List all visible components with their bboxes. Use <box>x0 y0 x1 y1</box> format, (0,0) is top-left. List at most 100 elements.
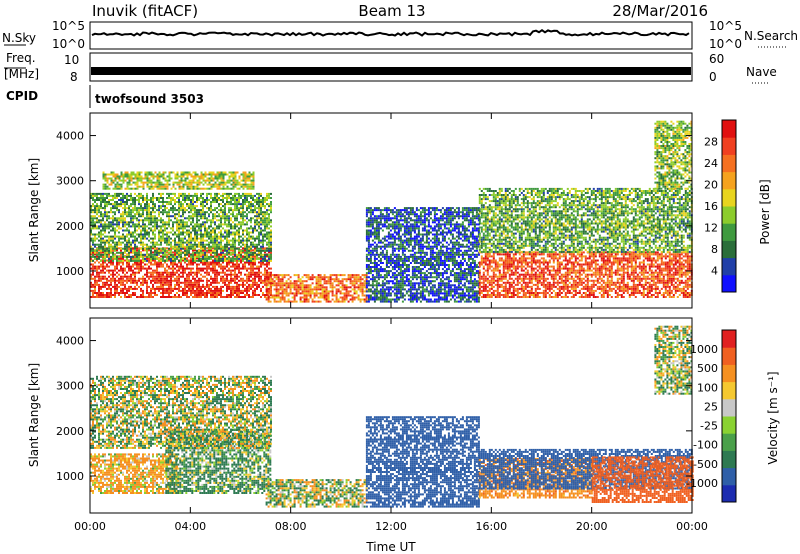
heatmap-cell <box>275 290 278 293</box>
heatmap-cell <box>170 227 172 230</box>
heatmap-cell <box>365 284 368 287</box>
heatmap-cell <box>194 259 196 262</box>
heatmap-cell <box>108 223 110 226</box>
heatmap-cell <box>208 265 210 268</box>
heatmap-cell <box>190 227 192 230</box>
heatmap-cell <box>331 288 334 291</box>
heatmap-cell <box>238 199 240 201</box>
heatmap-cell <box>174 267 176 270</box>
heatmap-cell <box>142 225 144 228</box>
heatmap-cell <box>246 213 248 216</box>
heatmap-cell <box>287 278 290 281</box>
heatmap-cell <box>214 221 216 224</box>
heatmap-cell <box>136 173 139 176</box>
heatmap-cell <box>248 194 250 197</box>
heatmap-cell <box>180 251 182 254</box>
heatmap-cell <box>208 227 210 230</box>
heatmap-cell <box>178 277 180 280</box>
heatmap-cell <box>267 290 270 293</box>
heatmap-cell <box>152 239 154 242</box>
heatmap-cell <box>331 274 334 277</box>
heatmap-cell <box>140 265 142 268</box>
heatmap-cell <box>194 249 196 252</box>
heatmap-cell <box>321 276 324 279</box>
heatmap-cell <box>132 201 134 203</box>
heatmap-cell <box>188 275 190 278</box>
heatmap-cell <box>170 296 172 298</box>
heatmap-cell <box>200 209 202 212</box>
heatmap-cell <box>120 237 122 240</box>
heatmap-cell <box>232 253 234 256</box>
heatmap-cell <box>313 292 316 295</box>
heatmap-cell <box>152 269 154 272</box>
heatmap-cell <box>262 237 264 240</box>
heatmap-cell <box>214 292 216 294</box>
heatmap-cell <box>150 207 152 210</box>
heatmap-cell <box>102 233 104 236</box>
heatmap-cell <box>248 279 250 282</box>
heatmap-cell <box>160 243 162 246</box>
heatmap-cell <box>335 296 338 299</box>
heatmap-cell <box>311 282 314 285</box>
heatmap-cell <box>226 285 228 288</box>
heatmap-cell <box>150 187 153 190</box>
heatmap-cell <box>126 211 128 214</box>
heatmap-cell <box>142 275 144 278</box>
heatmap-cell <box>118 281 120 284</box>
heatmap-cell <box>307 290 310 293</box>
heatmap-cell <box>162 239 164 242</box>
heatmap-cell <box>182 209 184 212</box>
heatmap-cell <box>108 194 110 197</box>
heatmap-cell <box>90 194 92 197</box>
heatmap-cell <box>130 197 132 199</box>
heatmap-cell <box>202 187 205 190</box>
heatmap-cell <box>188 199 190 201</box>
heatmap-cell <box>92 294 94 296</box>
heatmap-cell <box>220 175 223 178</box>
heatmap-cell <box>260 213 262 216</box>
heatmap-cell <box>371 284 374 287</box>
heatmap-cell <box>216 225 218 228</box>
heatmap-cell <box>200 175 203 178</box>
heatmap-cell <box>256 257 258 260</box>
heatmap-cell <box>262 217 264 220</box>
heatmap-cell <box>373 215 376 218</box>
heatmap-cell <box>190 273 192 276</box>
heatmap-cell <box>361 286 364 289</box>
heatmap-cell <box>224 283 226 286</box>
heatmap-cell <box>343 298 346 301</box>
heatmap-cell <box>144 249 146 252</box>
heatmap-cell <box>168 201 170 203</box>
heatmap-cell <box>124 267 126 270</box>
heatmap-cell <box>100 233 102 236</box>
heatmap-cell <box>178 281 180 284</box>
heatmap-cell <box>152 285 154 288</box>
heatmap-cell <box>365 237 368 240</box>
heatmap-cell <box>260 205 262 208</box>
heatmap-cell <box>124 279 126 282</box>
heatmap-cell <box>104 229 106 232</box>
heatmap-cell <box>220 217 222 220</box>
heatmap-cell <box>238 229 240 232</box>
heatmap-cell <box>373 235 376 238</box>
heatmap-cell <box>146 292 148 294</box>
heatmap-cell <box>188 281 190 284</box>
heatmap-cell <box>202 173 205 176</box>
heatmap-cell <box>246 273 248 276</box>
heatmap-cell <box>200 203 202 206</box>
heatmap-cell <box>260 261 262 264</box>
heatmap-cell <box>142 294 144 296</box>
heatmap-cell <box>112 273 114 276</box>
heatmap-cell <box>164 183 167 186</box>
heatmap-cell <box>128 243 130 246</box>
heatmap-cell <box>186 253 188 256</box>
heatmap-cell <box>144 279 146 282</box>
heatmap-cell <box>192 271 194 274</box>
heatmap-cell <box>198 199 200 201</box>
heatmap-cell <box>270 197 272 199</box>
heatmap-cell <box>192 259 194 262</box>
heatmap-cell <box>216 287 218 290</box>
heatmap-cell <box>268 241 270 244</box>
heatmap-cell <box>94 277 96 280</box>
heatmap-cell <box>208 292 210 294</box>
